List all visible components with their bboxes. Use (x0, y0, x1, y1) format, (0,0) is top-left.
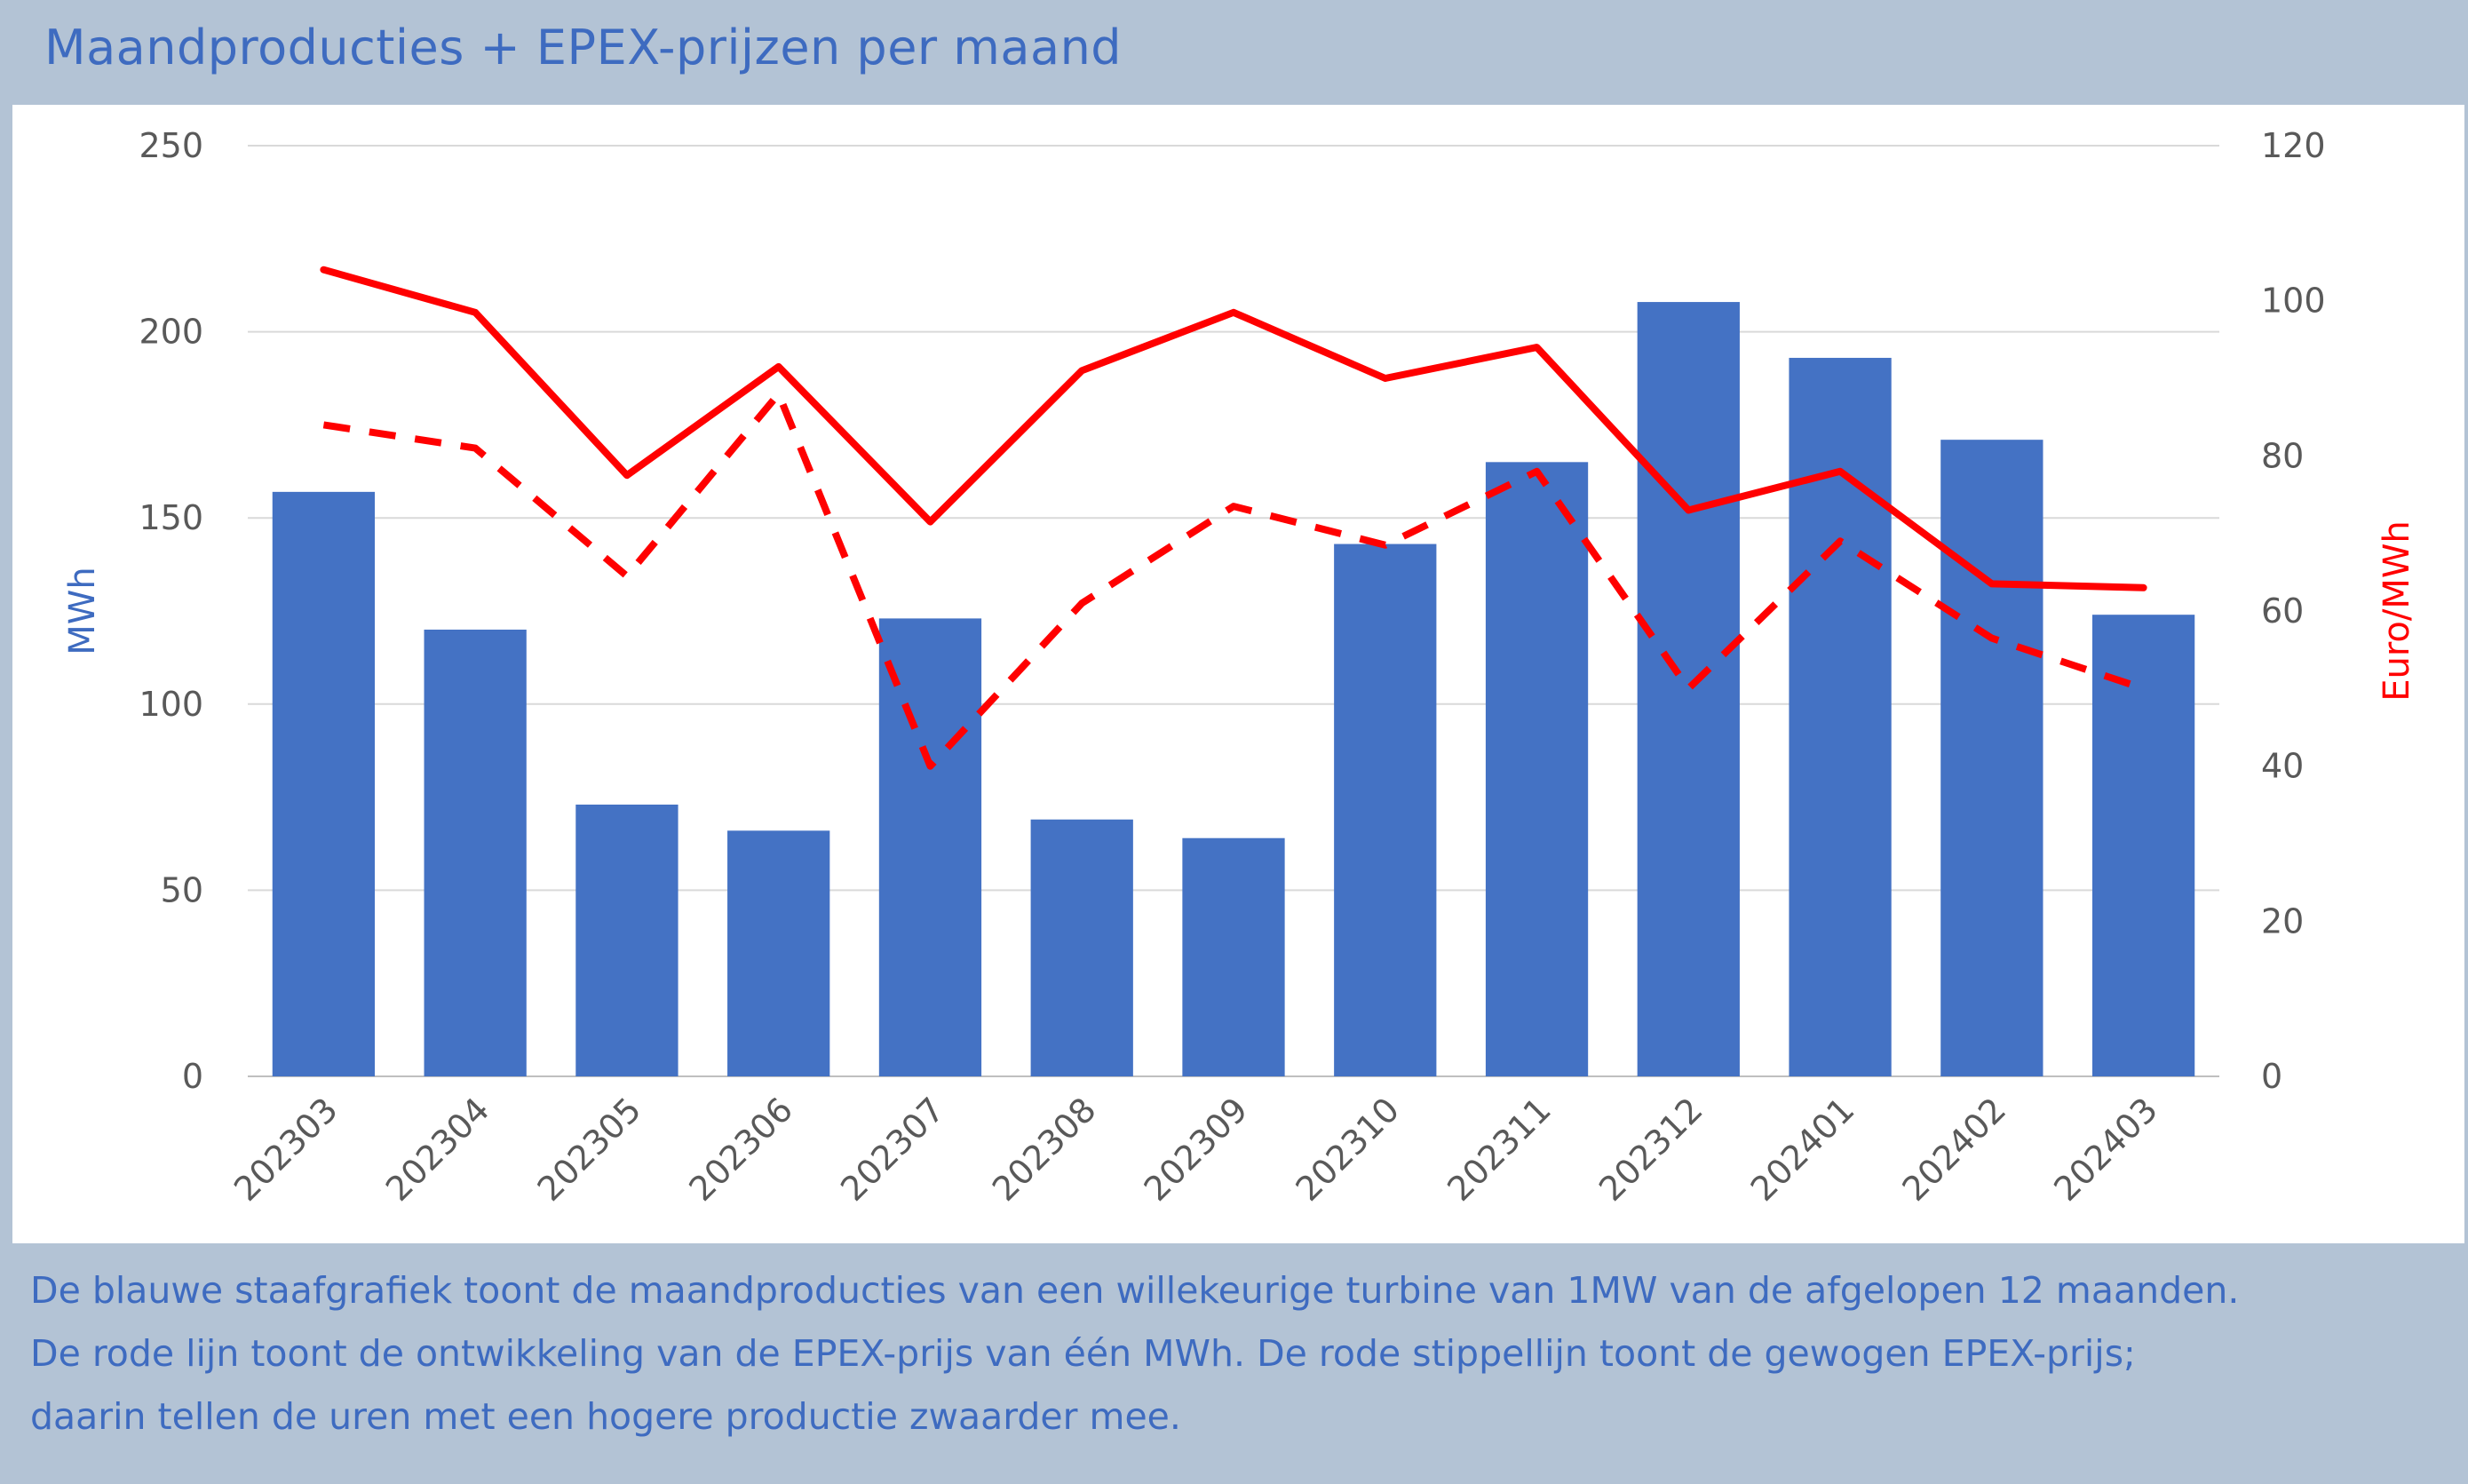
y-tick-label: 150 (139, 498, 203, 537)
bar (1334, 544, 1437, 1076)
y-tick-label: 200 (139, 313, 203, 352)
left-axis-title: MWh (62, 567, 103, 655)
chart-header: Maandproducties + EPEX-prijzen per maand (0, 0, 2468, 105)
x-tick-label: 202306 (681, 1090, 800, 1209)
x-tick-label: 202402 (1895, 1090, 2014, 1209)
bar (1030, 819, 1133, 1076)
y-tick-label: 50 (161, 870, 203, 909)
bar (272, 491, 376, 1076)
y2-tick-label: 80 (2261, 436, 2304, 475)
right-axis-title: Euro/MWh (2377, 520, 2417, 702)
right-axis-ticks: 0 20 40 60 80 100 120 (2261, 126, 2326, 1096)
x-tick-label: 202312 (1591, 1090, 1710, 1209)
chart-title: Maandproducties + EPEX-prijzen per maand (44, 20, 1123, 75)
caption-line-1: De blauwe staafgrafiek toont de maandpro… (30, 1269, 2240, 1312)
x-tick-label: 202307 (833, 1090, 952, 1209)
chart-panel: 0 50 100 150 200 250 0 20 40 60 80 100 120 202303 20… (12, 105, 2464, 1243)
y2-tick-label: 60 (2261, 591, 2304, 631)
bar (424, 629, 527, 1076)
x-tick-label: 202310 (1288, 1090, 1407, 1209)
x-tick-label: 202303 (226, 1090, 345, 1209)
x-tick-label: 202308 (985, 1090, 1104, 1209)
x-tick-label: 202311 (1440, 1090, 1559, 1209)
y2-tick-label: 120 (2261, 126, 2326, 165)
left-axis-ticks: 0 50 100 150 200 250 (139, 126, 203, 1096)
caption-line-3: daarin tellen de uren met een hogere pro… (30, 1395, 1181, 1438)
x-tick-label: 202403 (2046, 1090, 2165, 1209)
bar (1637, 302, 1740, 1077)
y-tick-label: 0 (182, 1057, 203, 1096)
x-tick-label: 202305 (530, 1090, 649, 1209)
y-tick-label: 250 (139, 126, 203, 165)
line-series (320, 266, 2147, 770)
y-tick-label: 100 (139, 685, 203, 724)
bar (878, 618, 982, 1076)
x-tick-label: 202304 (378, 1090, 497, 1209)
bar (2091, 615, 2195, 1076)
x-axis-ticks: 202303 202304 202305 202306 202307 202308 2023… (226, 1090, 2165, 1209)
chart-caption: De blauwe staafgrafiek toont de maandpro… (0, 1243, 2468, 1484)
y2-tick-label: 100 (2261, 282, 2326, 321)
price-line (320, 266, 2147, 591)
y2-tick-label: 20 (2261, 901, 2304, 940)
x-tick-label: 202401 (1743, 1090, 1862, 1209)
y2-tick-label: 40 (2261, 747, 2304, 786)
bar (1485, 462, 1589, 1076)
bar (727, 830, 830, 1076)
bar (1940, 440, 2043, 1077)
bar (575, 804, 679, 1076)
x-tick-label: 202309 (1137, 1090, 1256, 1209)
bar-series (272, 302, 2195, 1077)
weighted-price-line (322, 390, 2145, 770)
bar (1182, 837, 1285, 1076)
bar (1789, 357, 1892, 1077)
caption-line-2: De rode lijn toont de ontwikkeling van d… (30, 1332, 2136, 1375)
y2-tick-label: 0 (2261, 1057, 2282, 1096)
